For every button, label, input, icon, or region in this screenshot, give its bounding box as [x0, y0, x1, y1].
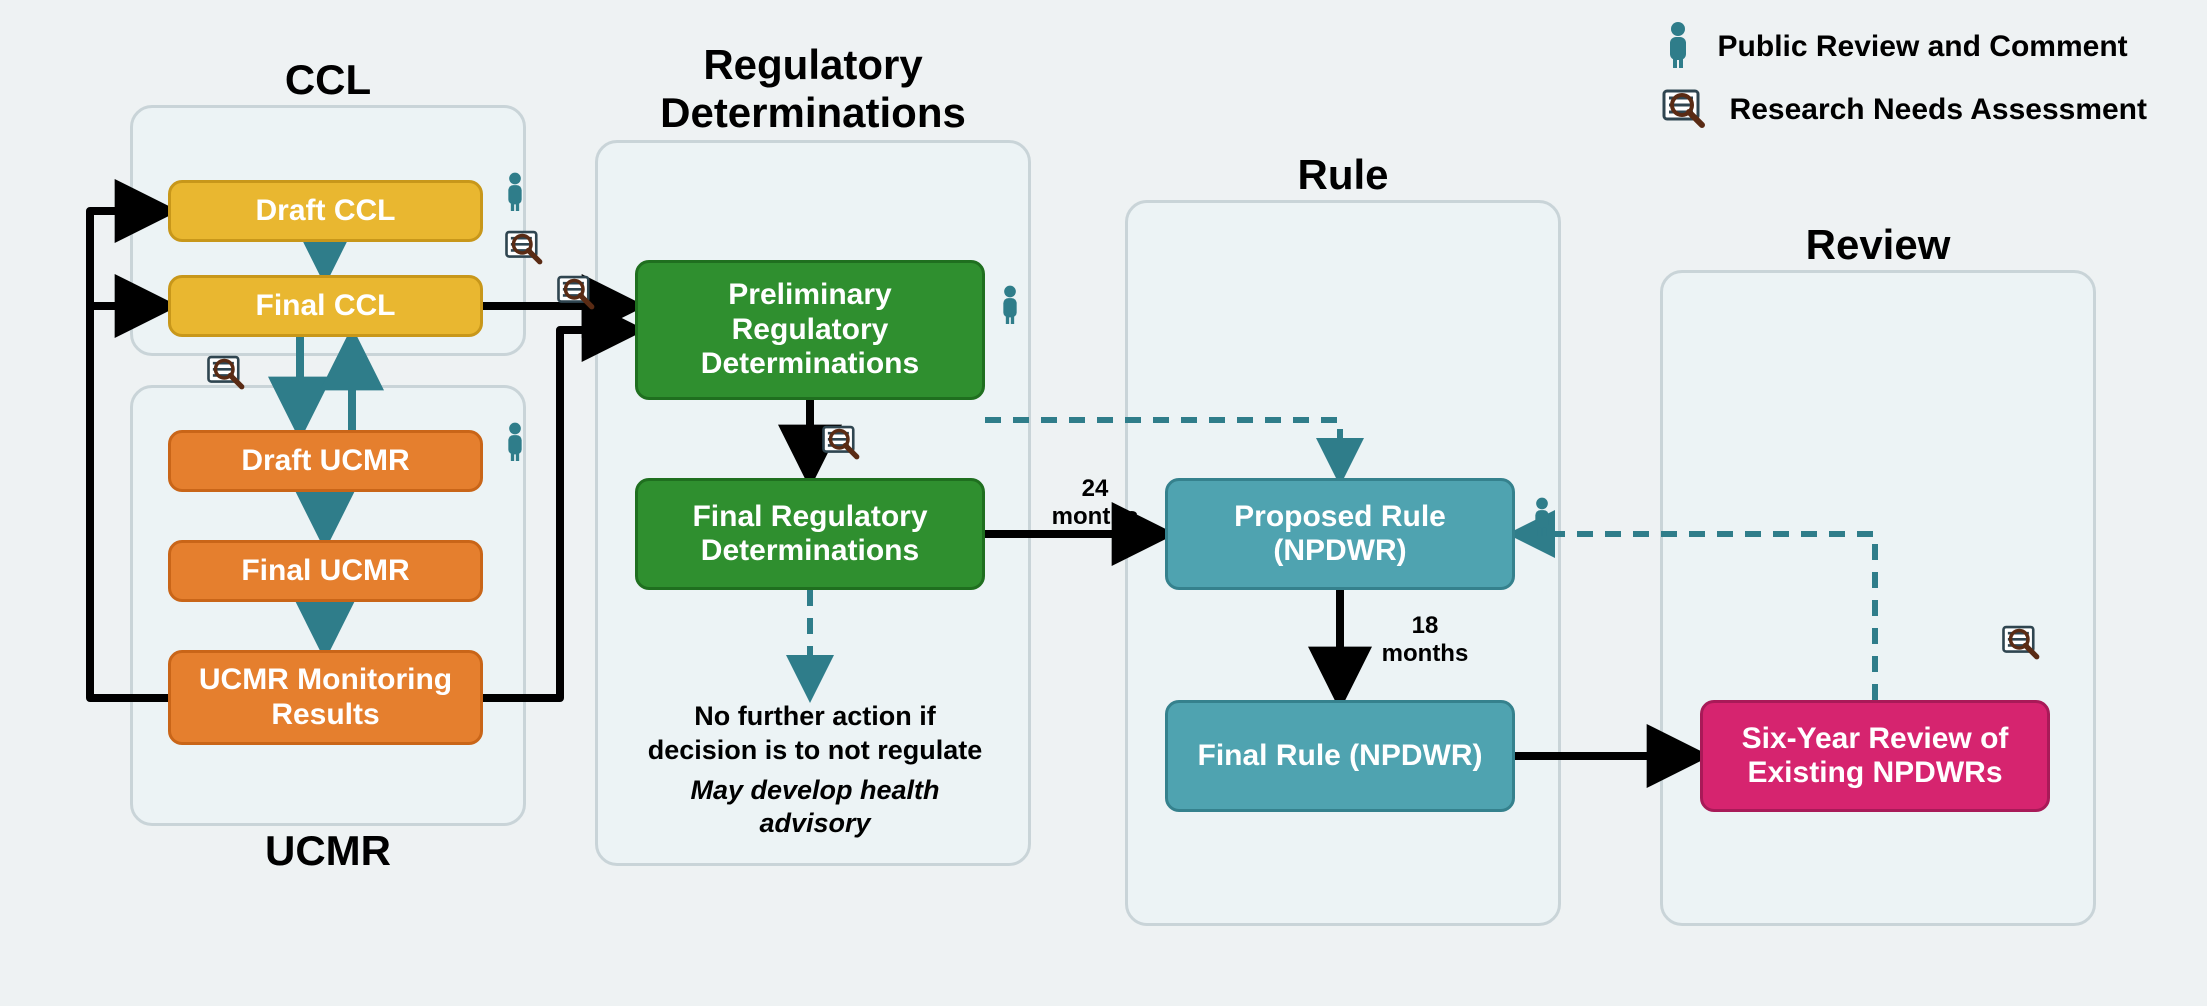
box-preliminary-rd: Preliminary Regulatory Determinations: [635, 260, 985, 400]
person-icon: [1660, 20, 1696, 73]
person-icon: [500, 170, 530, 217]
panel-title: Regulatory Determinations: [598, 41, 1028, 137]
legend-row-person: Public Review and Comment: [1660, 20, 2147, 73]
magnifier-icon: [503, 225, 545, 272]
magnifier-icon: [1660, 83, 1708, 136]
note-line2: May develop health advisory: [640, 774, 990, 842]
panel-title: CCL: [133, 56, 523, 104]
box-label: Draft UCMR: [241, 444, 409, 479]
box-label: Six-Year Review of Existing NPDWRs: [1713, 722, 2037, 791]
box-label: Preliminary Regulatory Determinations: [648, 278, 972, 382]
box-label: Final CCL: [256, 289, 396, 324]
box-ucmr-results: UCMR Monitoring Results: [168, 650, 483, 745]
box-draft-ccl: Draft CCL: [168, 180, 483, 242]
box-final-ucmr: Final UCMR: [168, 540, 483, 602]
magnifier-icon: [2000, 620, 2042, 667]
legend-row-magnifier: Research Needs Assessment: [1660, 83, 2147, 136]
panel-title: Rule: [1128, 151, 1558, 199]
box-proposed-rule: Proposed Rule (NPDWR): [1165, 478, 1515, 590]
note-no-further-action: No further action if decision is to not …: [640, 700, 990, 841]
person-icon: [995, 283, 1025, 330]
box-label: Proposed Rule (NPDWR): [1178, 500, 1502, 569]
box-six-year-review: Six-Year Review of Existing NPDWRs: [1700, 700, 2050, 812]
legend: Public Review and Comment Research Needs…: [1660, 20, 2147, 146]
legend-label: Research Needs Assessment: [1730, 93, 2147, 127]
box-label: Final Regulatory Determinations: [648, 500, 972, 569]
box-final-rd: Final Regulatory Determinations: [635, 478, 985, 590]
box-final-ccl: Final CCL: [168, 275, 483, 337]
panel-title: UCMR: [133, 827, 523, 875]
panel-title: Review: [1663, 221, 2093, 269]
magnifier-icon: [820, 420, 862, 467]
box-final-rule: Final Rule (NPDWR): [1165, 700, 1515, 812]
box-label: Final Rule (NPDWR): [1198, 739, 1483, 774]
person-icon: [500, 420, 530, 467]
note-line1: No further action if decision is to not …: [648, 701, 983, 765]
box-draft-ucmr: Draft UCMR: [168, 430, 483, 492]
box-label: Final UCMR: [241, 554, 409, 589]
box-label: UCMR Monitoring Results: [181, 663, 470, 732]
flowchart-canvas: Public Review and Comment Research Needs…: [0, 0, 2207, 1006]
magnifier-icon: [205, 350, 247, 397]
legend-label: Public Review and Comment: [1718, 30, 2128, 64]
box-label: Draft CCL: [256, 194, 396, 229]
edge-label-24-months: 24 months: [1040, 475, 1150, 530]
edge-label-18-months: 18 months: [1370, 612, 1480, 667]
magnifier-icon: [555, 270, 597, 317]
person-icon: [1527, 495, 1557, 542]
panel-review: Review: [1660, 270, 2096, 926]
